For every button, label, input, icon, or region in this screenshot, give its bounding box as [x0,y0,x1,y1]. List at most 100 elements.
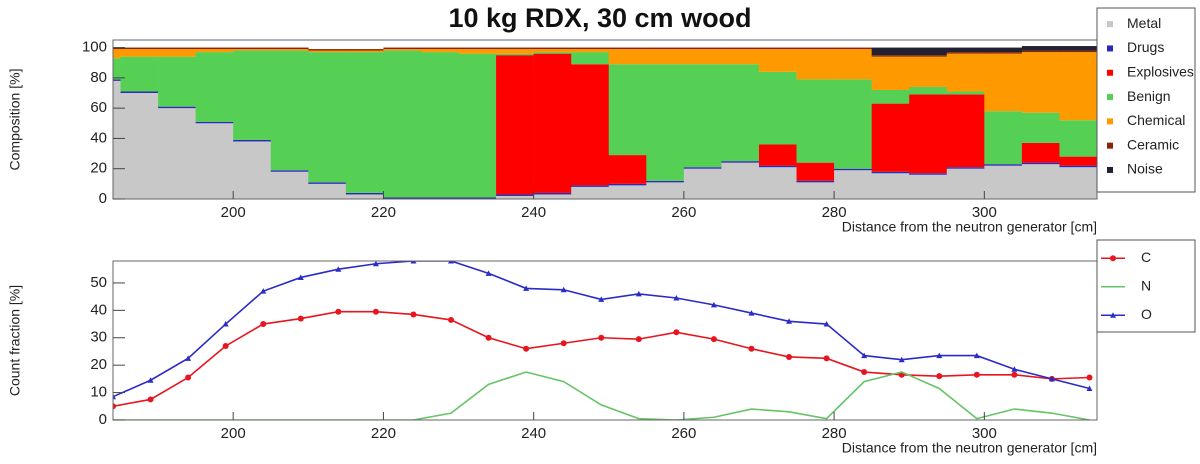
data-line [113,371,1090,420]
x-axis-label: Distance from the neutron generator [cm] [842,219,1097,235]
x-tick-label: 240 [521,425,546,442]
marker [222,321,229,327]
legend-label: Explosives [1127,63,1194,79]
area-segment [758,167,797,199]
legend-label: Drugs [1127,39,1164,55]
marker [823,321,830,327]
area-segment [646,64,685,181]
area-segment [1021,162,1060,165]
area-segment [345,52,384,193]
area-segment [458,53,497,198]
area-segment [345,194,384,199]
area-segment [796,79,835,163]
area-segment [113,47,121,50]
area-segment [571,52,610,65]
area-segment [909,86,948,95]
area-segment [909,174,948,199]
area-segment [383,50,422,198]
marker [635,336,642,343]
area-segment [721,47,760,50]
area-segment [233,50,272,140]
marker [710,301,717,308]
area-segment [383,49,422,51]
area-segment [796,49,835,80]
area-segment [946,167,985,169]
legend-swatch [1107,118,1113,125]
area-segment [909,47,948,56]
area-segment [683,167,722,169]
area-segment [871,171,910,174]
area-segment [345,50,384,53]
x-tick-label: 200 [221,204,246,221]
area-segment [909,55,948,57]
area-segment [946,47,985,53]
area-segment [458,197,497,199]
area-segment [758,49,797,72]
area-segment [984,164,1023,166]
area-segment [984,111,1023,165]
area-segment [796,162,835,181]
y-tick-label: 40 [90,301,107,318]
area-segment [120,56,159,92]
marker [673,295,680,301]
area-segment [646,180,685,183]
area-segment [608,183,647,186]
y-tick-label: 30 [90,329,107,346]
legend-swatch [1107,69,1113,76]
area-segment [233,141,272,199]
legend-label: N [1141,277,1151,293]
area-segment [984,47,1023,53]
chart-title: 10 kg RDX, 30 cm wood [448,3,751,33]
area-segment [270,170,309,172]
legend-box [1096,7,1196,193]
area-segment [871,47,910,56]
area-segment [758,165,797,168]
area-segment [1021,52,1060,113]
area-segment [571,185,610,187]
area-segment [683,168,722,199]
marker [222,342,229,349]
marker [185,355,192,361]
x-tick-label: 220 [371,425,396,442]
y-axis-label: Count fraction [%] [7,285,23,396]
marker [673,329,680,336]
area-segment [834,170,872,199]
area-segment [496,47,534,50]
area-segment [270,49,309,51]
area-segment [158,106,196,109]
area-segment [946,168,985,199]
area-segment [1059,46,1097,51]
x-axis-label: Distance from the neutron generator [cm] [842,440,1097,456]
area-segment [195,49,234,53]
marker [147,396,154,403]
area-segment [608,49,647,65]
legend-swatch [1107,142,1113,149]
area-segment [571,186,610,199]
area-segment [533,192,572,195]
area-segment [308,49,347,51]
marker [448,316,455,323]
area-segment [496,53,534,56]
area-segment [1021,142,1060,163]
area-segment [946,53,985,92]
marker [748,345,755,352]
area-segment [796,47,835,50]
area-segment [871,89,910,104]
marker [786,353,793,360]
area-segment [1059,52,1097,121]
area-segment [120,49,159,57]
marker [598,296,605,302]
area-segment [946,52,985,54]
area-segment [270,50,309,171]
area-segment [871,103,910,172]
area-segment [308,182,347,184]
y-tick-label: 10 [90,384,107,401]
area-segment [608,155,647,184]
area-segment [1059,167,1097,199]
marker [560,286,567,293]
area-segment [683,49,722,65]
area-segment [796,182,835,199]
area-segment [195,123,234,199]
marker [185,374,192,381]
